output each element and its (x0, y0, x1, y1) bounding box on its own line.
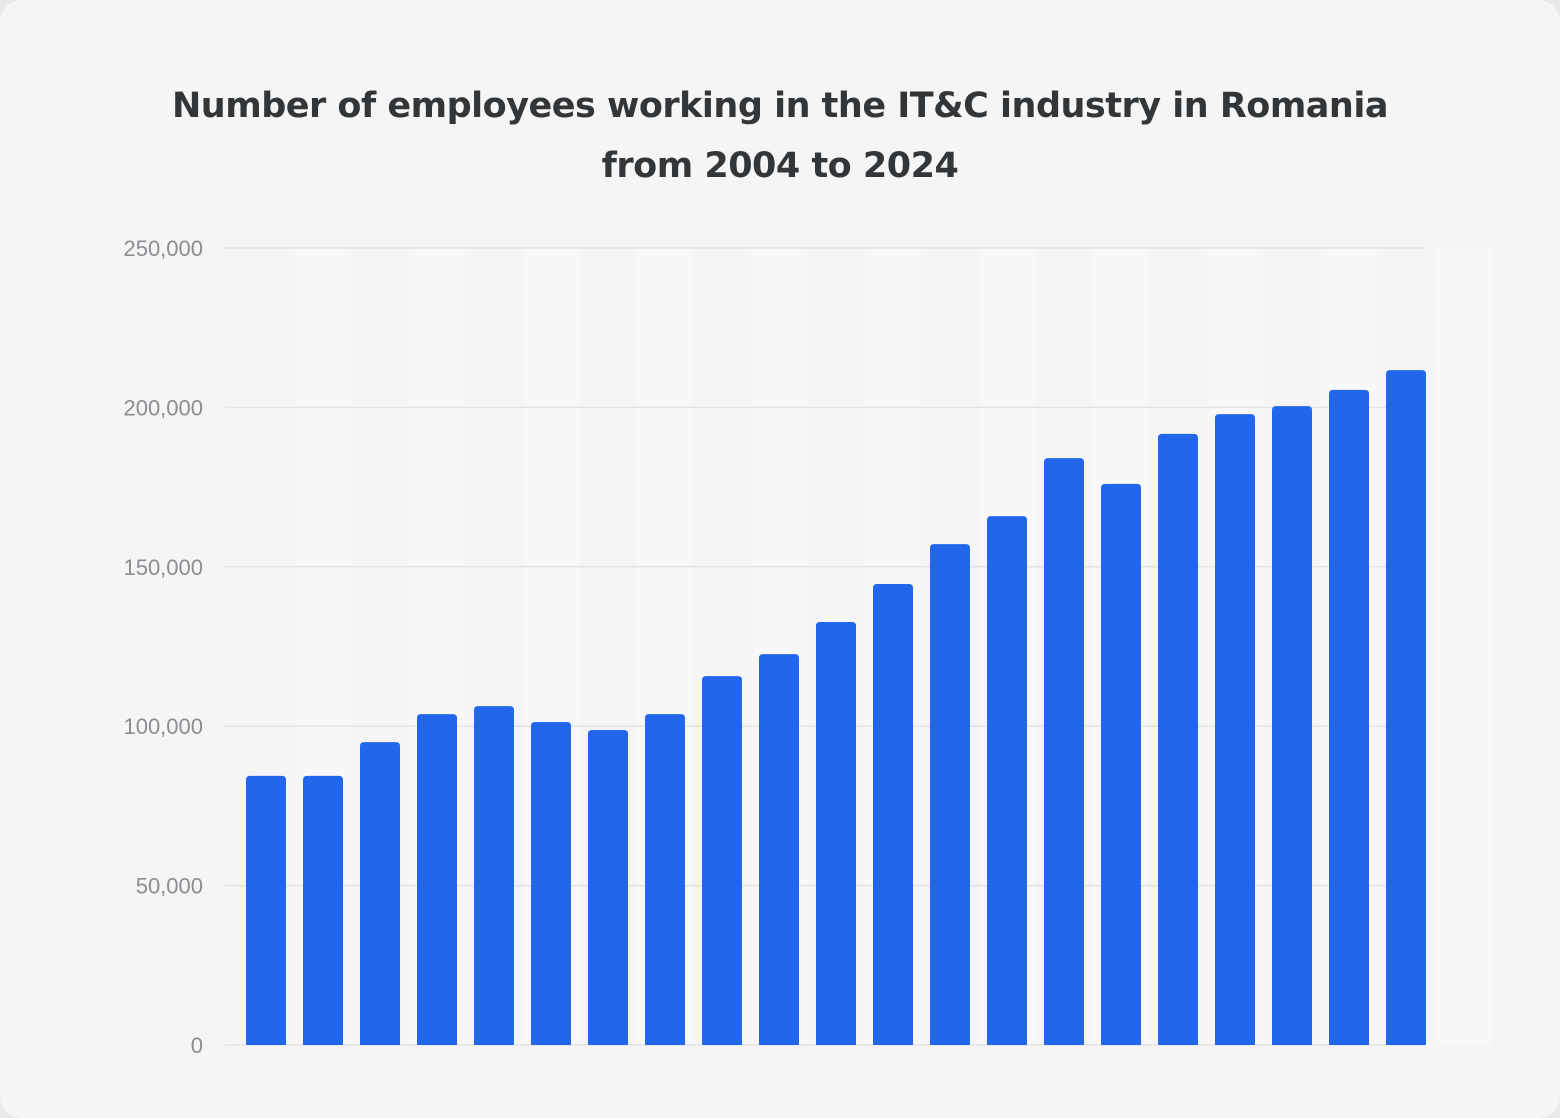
chart-title-line-1: Number of employees working in the IT&C … (172, 86, 1388, 126)
y-tick-label: 50,000 (136, 874, 203, 899)
background-stripe (1434, 248, 1492, 1045)
bar-2011 (645, 714, 685, 1045)
bar-2016 (930, 544, 970, 1045)
bar-2007 (417, 714, 457, 1045)
bar-2010 (588, 730, 628, 1045)
bar-2022 (1272, 406, 1312, 1046)
bar-2021 (1215, 414, 1255, 1045)
bar-2004 (246, 775, 286, 1045)
bar-2024 (1386, 370, 1426, 1045)
bar-2023 (1329, 389, 1369, 1046)
bar-2009 (531, 722, 571, 1045)
y-tick-label: 0 (191, 1033, 203, 1058)
chart-title-line-2: from 2004 to 2024 (601, 146, 959, 186)
bar-2015 (873, 584, 913, 1045)
y-tick-label: 150,000 (123, 555, 203, 580)
y-tick-label: 200,000 (123, 395, 203, 420)
bar-2019 (1101, 483, 1141, 1045)
chart-title: Number of employees working in the IT&C … (0, 76, 1560, 196)
bar-2005 (303, 775, 343, 1045)
y-tick-label: 100,000 (123, 714, 203, 739)
bar-2013 (759, 654, 799, 1045)
bar-2017 (987, 516, 1027, 1045)
bar-2014 (816, 621, 856, 1045)
bar-2012 (702, 676, 742, 1045)
bar-2018 (1044, 458, 1084, 1045)
y-tick-label: 250,000 (123, 236, 203, 261)
bar-2008 (474, 706, 514, 1045)
bar-2006 (360, 742, 400, 1045)
bar-2020 (1158, 433, 1198, 1045)
